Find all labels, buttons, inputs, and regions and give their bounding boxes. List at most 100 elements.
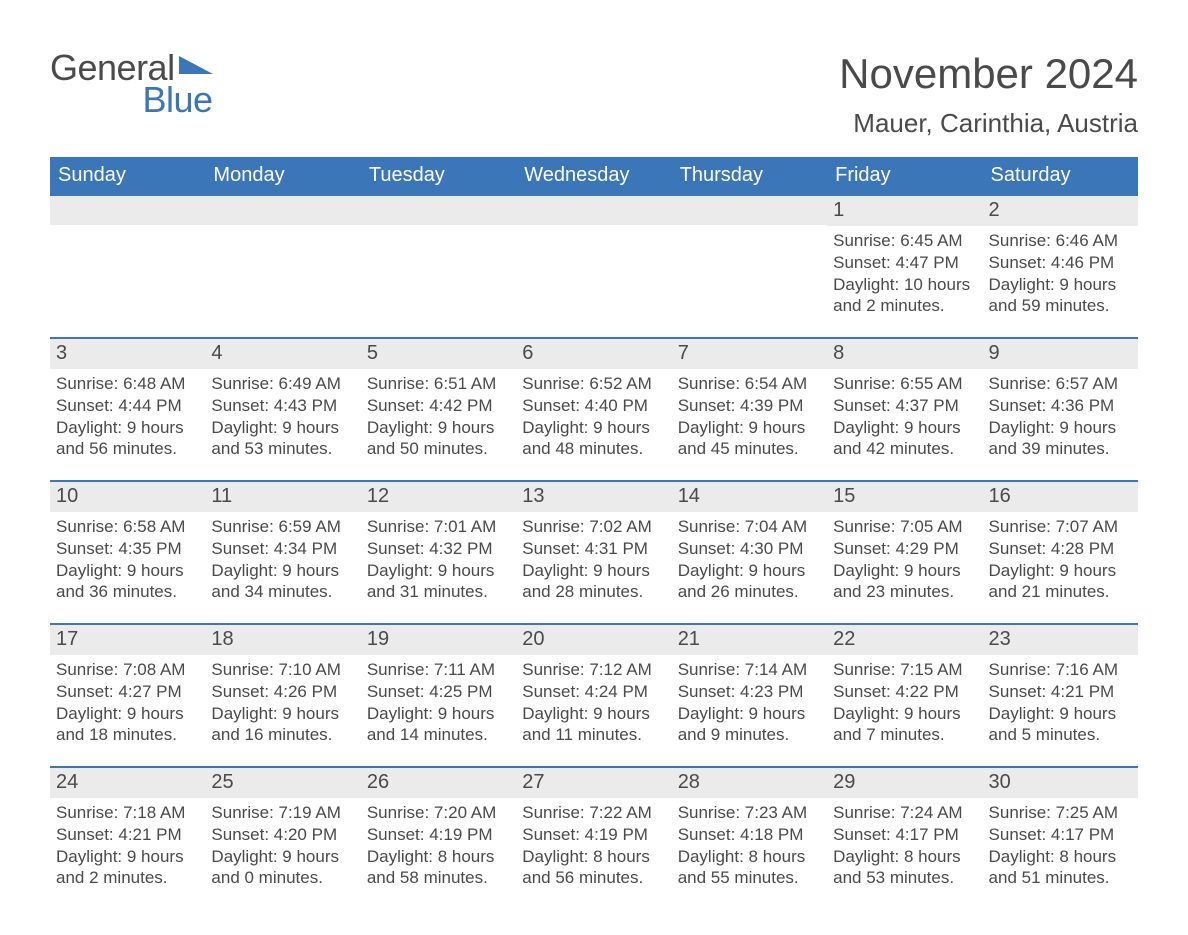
day-details: Sunrise: 7:04 AMSunset: 4:30 PMDaylight:… <box>672 512 827 603</box>
week-row: 10Sunrise: 6:58 AMSunset: 4:35 PMDayligh… <box>50 480 1138 609</box>
calendar-cell <box>516 196 671 323</box>
sunset-line: Sunset: 4:46 PM <box>989 252 1132 274</box>
sunset-line: Sunset: 4:23 PM <box>678 681 821 703</box>
day-details: Sunrise: 6:49 AMSunset: 4:43 PMDaylight:… <box>205 369 360 460</box>
day-number: 17 <box>50 625 205 655</box>
week-row: 1Sunrise: 6:45 AMSunset: 4:47 PMDaylight… <box>50 196 1138 323</box>
day-header: Sunday <box>50 157 205 196</box>
calendar-cell: 6Sunrise: 6:52 AMSunset: 4:40 PMDaylight… <box>516 339 671 466</box>
day-number: 20 <box>516 625 671 655</box>
daylight-line: Daylight: 9 hours and 16 minutes. <box>211 703 354 747</box>
day-number: 18 <box>205 625 360 655</box>
day-number: 27 <box>516 768 671 798</box>
day-details: Sunrise: 7:22 AMSunset: 4:19 PMDaylight:… <box>516 798 671 889</box>
day-details: Sunrise: 7:23 AMSunset: 4:18 PMDaylight:… <box>672 798 827 889</box>
calendar-cell <box>205 196 360 323</box>
calendar-cell: 8Sunrise: 6:55 AMSunset: 4:37 PMDaylight… <box>827 339 982 466</box>
title-block: November 2024 Mauer, Carinthia, Austria <box>839 50 1138 139</box>
sunrise-line: Sunrise: 7:22 AM <box>522 802 665 824</box>
day-number: 3 <box>50 339 205 369</box>
sunset-line: Sunset: 4:39 PM <box>678 395 821 417</box>
sunset-line: Sunset: 4:18 PM <box>678 824 821 846</box>
calendar-cell: 18 Sunrise: 7:10 AMSunset: 4:26 PMDayligh… <box>205 625 360 752</box>
sunset-line: Sunset: 4:27 PM <box>56 681 199 703</box>
calendar-cell: 7Sunrise: 6:54 AMSunset: 4:39 PMDaylight… <box>672 339 827 466</box>
day-details: Sunrise: 7:19 AMSunset: 4:20 PMDaylight:… <box>205 798 360 889</box>
calendar-cell: 30Sunrise: 7:25 AMSunset: 4:17 PMDayligh… <box>983 768 1138 895</box>
calendar-cell: 20Sunrise: 7:12 AMSunset: 4:24 PMDayligh… <box>516 625 671 752</box>
day-number: 26 <box>361 768 516 798</box>
calendar-cell: 13Sunrise: 7:02 AMSunset: 4:31 PMDayligh… <box>516 482 671 609</box>
sunset-line: Sunset: 4:26 PM <box>211 681 354 703</box>
daylight-line: Daylight: 9 hours and 34 minutes. <box>211 560 354 604</box>
calendar-cell: 5Sunrise: 6:51 AMSunset: 4:42 PMDaylight… <box>361 339 516 466</box>
calendar-cell: 9Sunrise: 6:57 AMSunset: 4:36 PMDaylight… <box>983 339 1138 466</box>
day-header: Saturday <box>983 157 1138 196</box>
daylight-line: Daylight: 9 hours and 50 minutes. <box>367 417 510 461</box>
calendar: SundayMondayTuesdayWednesdayThursdayFrid… <box>50 157 1138 895</box>
daylight-line: Daylight: 8 hours and 58 minutes. <box>367 846 510 890</box>
day-number: 15 <box>827 482 982 512</box>
day-details: Sunrise: 6:46 AMSunset: 4:46 PMDaylight:… <box>983 226 1138 317</box>
daylight-line: Daylight: 9 hours and 11 minutes. <box>522 703 665 747</box>
empty-daynum-bar <box>516 196 671 225</box>
day-header: Monday <box>205 157 360 196</box>
day-details: Sunrise: 7:14 AMSunset: 4:23 PMDaylight:… <box>672 655 827 746</box>
day-number: 7 <box>672 339 827 369</box>
daylight-line: Daylight: 9 hours and 21 minutes. <box>989 560 1132 604</box>
daylight-line: Daylight: 9 hours and 36 minutes. <box>56 560 199 604</box>
sunrise-line: Sunrise: 6:48 AM <box>56 373 199 395</box>
day-number: 6 <box>516 339 671 369</box>
calendar-cell: 14Sunrise: 7:04 AMSunset: 4:30 PMDayligh… <box>672 482 827 609</box>
day-details: Sunrise: 6:48 AMSunset: 4:44 PMDaylight:… <box>50 369 205 460</box>
calendar-cell: 11Sunrise: 6:59 AMSunset: 4:34 PMDayligh… <box>205 482 360 609</box>
sunrise-line: Sunrise: 7:14 AM <box>678 659 821 681</box>
day-details: Sunrise: 6:54 AMSunset: 4:39 PMDaylight:… <box>672 369 827 460</box>
sunset-line: Sunset: 4:21 PM <box>56 824 199 846</box>
sunrise-line: Sunrise: 7:05 AM <box>833 516 976 538</box>
empty-daynum-bar <box>205 196 360 225</box>
daylight-line: Daylight: 9 hours and 7 minutes. <box>833 703 976 747</box>
daylight-line: Daylight: 9 hours and 42 minutes. <box>833 417 976 461</box>
sunset-line: Sunset: 4:17 PM <box>833 824 976 846</box>
day-details: Sunrise: 6:52 AMSunset: 4:40 PMDaylight:… <box>516 369 671 460</box>
day-details: Sunrise: 7:01 AMSunset: 4:32 PMDaylight:… <box>361 512 516 603</box>
calendar-cell <box>50 196 205 323</box>
day-number: 8 <box>827 339 982 369</box>
day-details: Sunrise: 7:15 AMSunset: 4:22 PMDaylight:… <box>827 655 982 746</box>
sunrise-line: Sunrise: 7:10 AM <box>211 659 354 681</box>
daylight-line: Daylight: 10 hours and 2 minutes. <box>833 274 976 318</box>
daylight-line: Daylight: 9 hours and 0 minutes. <box>211 846 354 890</box>
sunset-line: Sunset: 4:37 PM <box>833 395 976 417</box>
daylight-line: Daylight: 9 hours and 39 minutes. <box>989 417 1132 461</box>
daylight-line: Daylight: 8 hours and 53 minutes. <box>833 846 976 890</box>
calendar-cell: 24Sunrise: 7:18 AMSunset: 4:21 PMDayligh… <box>50 768 205 895</box>
day-details: Sunrise: 6:51 AMSunset: 4:42 PMDaylight:… <box>361 369 516 460</box>
day-number: 2 <box>983 196 1138 226</box>
sunrise-line: Sunrise: 6:51 AM <box>367 373 510 395</box>
calendar-cell: 10Sunrise: 6:58 AMSunset: 4:35 PMDayligh… <box>50 482 205 609</box>
day-number: 21 <box>672 625 827 655</box>
daylight-line: Daylight: 9 hours and 26 minutes. <box>678 560 821 604</box>
day-details: Sunrise: 7:25 AMSunset: 4:17 PMDaylight:… <box>983 798 1138 889</box>
day-details: Sunrise: 7:18 AMSunset: 4:21 PMDaylight:… <box>50 798 205 889</box>
sunrise-line: Sunrise: 7:16 AM <box>989 659 1132 681</box>
day-header: Thursday <box>672 157 827 196</box>
sunset-line: Sunset: 4:47 PM <box>833 252 976 274</box>
sunset-line: Sunset: 4:34 PM <box>211 538 354 560</box>
day-header-row: SundayMondayTuesdayWednesdayThursdayFrid… <box>50 157 1138 196</box>
header: General Blue November 2024 Mauer, Carint… <box>50 50 1138 139</box>
calendar-cell: 15Sunrise: 7:05 AMSunset: 4:29 PMDayligh… <box>827 482 982 609</box>
day-number: 10 <box>50 482 205 512</box>
day-number: 22 <box>827 625 982 655</box>
calendar-cell: 21Sunrise: 7:14 AMSunset: 4:23 PMDayligh… <box>672 625 827 752</box>
daylight-line: Daylight: 9 hours and 2 minutes. <box>56 846 199 890</box>
day-details: Sunrise: 6:58 AMSunset: 4:35 PMDaylight:… <box>50 512 205 603</box>
calendar-cell: 23Sunrise: 7:16 AMSunset: 4:21 PMDayligh… <box>983 625 1138 752</box>
logo-flag-icon <box>179 56 213 74</box>
day-details: Sunrise: 6:45 AMSunset: 4:47 PMDaylight:… <box>827 226 982 317</box>
day-details: Sunrise: 7:05 AMSunset: 4:29 PMDaylight:… <box>827 512 982 603</box>
sunset-line: Sunset: 4:24 PM <box>522 681 665 703</box>
calendar-cell: 22Sunrise: 7:15 AMSunset: 4:22 PMDayligh… <box>827 625 982 752</box>
day-number: 11 <box>205 482 360 512</box>
